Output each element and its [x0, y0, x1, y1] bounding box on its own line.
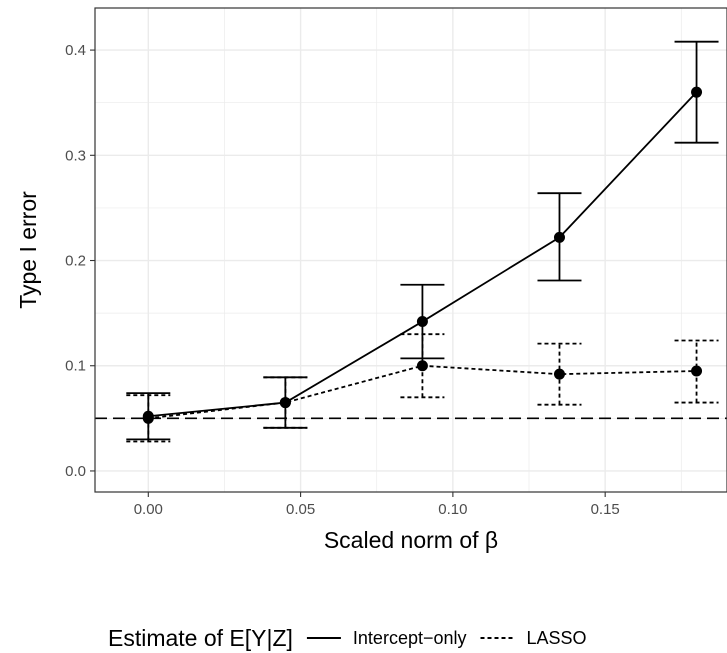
error-bar [263, 376, 308, 429]
y-tick-label: 0.3 [65, 147, 86, 164]
legend-label-2: LASSO [527, 628, 587, 648]
series-2 [126, 333, 719, 443]
y-tick-label: 0.1 [65, 358, 86, 375]
axis-ticks: 0.00 0.05 0.10 0.15 0.0 0.1 0.2 0.3 0.4 [65, 42, 620, 518]
data-point [416, 316, 428, 328]
data-point [553, 231, 565, 243]
panel-background [95, 8, 727, 492]
data-point [416, 360, 428, 372]
y-axis-title: Type I error [15, 191, 41, 309]
y-tick-label: 0.4 [65, 42, 86, 59]
y-tick-label: 0.2 [65, 253, 86, 270]
legend-label-1: Intercept−only [353, 628, 467, 648]
data-point [279, 397, 291, 409]
data-point [142, 412, 154, 424]
series-line [148, 364, 697, 420]
data-point [691, 365, 703, 377]
x-axis-title: Scaled norm of β [324, 527, 498, 553]
series-group [126, 40, 719, 443]
legend: Estimate of E[Y|Z] Intercept−only LASSO [108, 625, 587, 651]
x-tick-label: 0.00 [134, 501, 163, 518]
data-point [553, 368, 565, 380]
legend-title: Estimate of E[Y|Z] [108, 625, 293, 651]
y-tick-label: 0.0 [65, 463, 86, 480]
grid [95, 8, 727, 492]
x-tick-label: 0.05 [286, 501, 315, 518]
data-point [691, 86, 703, 98]
x-tick-label: 0.10 [438, 501, 467, 518]
panel-border [94, 7, 727, 493]
x-tick-label: 0.15 [591, 501, 620, 518]
